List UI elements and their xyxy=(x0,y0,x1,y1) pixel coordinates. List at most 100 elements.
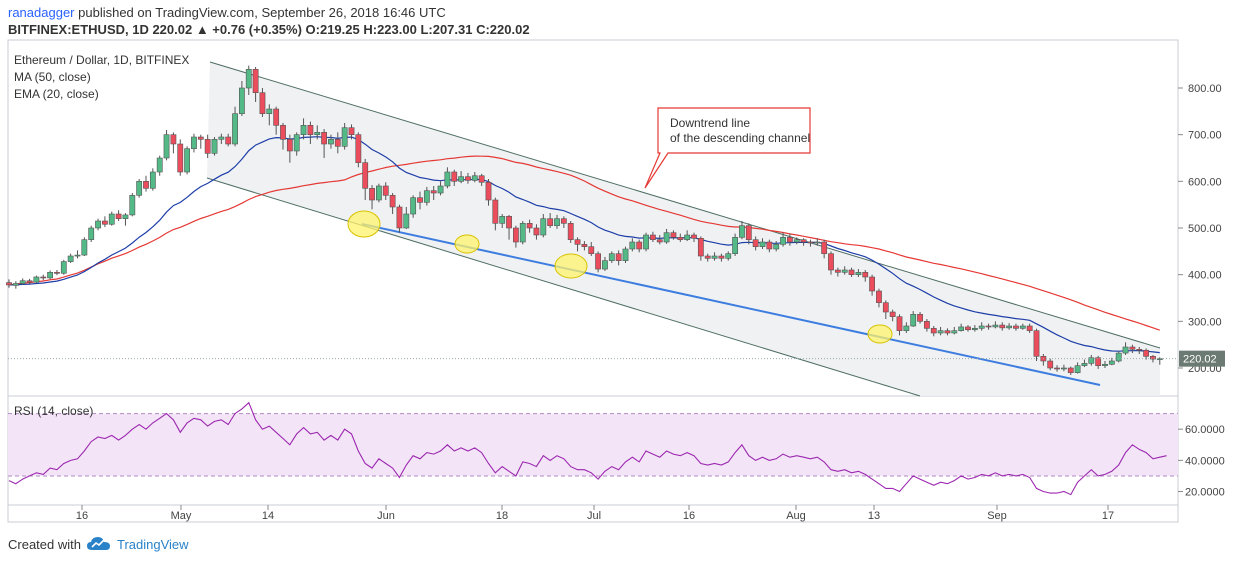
candle[interactable] xyxy=(191,133,197,153)
candle[interactable] xyxy=(54,270,60,276)
candle[interactable] xyxy=(396,204,403,233)
candle[interactable] xyxy=(643,232,649,252)
candle[interactable] xyxy=(574,237,581,252)
candle[interactable] xyxy=(1108,357,1115,366)
candle[interactable] xyxy=(1122,342,1129,355)
candle[interactable] xyxy=(122,213,129,226)
candle[interactable] xyxy=(588,242,595,256)
candle[interactable] xyxy=(985,323,992,330)
candle[interactable] xyxy=(732,233,738,256)
candle[interactable] xyxy=(321,129,327,158)
candle[interactable] xyxy=(225,133,232,147)
candle[interactable] xyxy=(540,214,547,238)
candle[interactable] xyxy=(910,311,917,327)
candle[interactable] xyxy=(896,314,903,336)
candle[interactable] xyxy=(273,106,280,135)
candle[interactable] xyxy=(876,288,882,308)
price-chart[interactable]: 800.00700.00600.00500.00400.00300.00200.… xyxy=(0,38,1240,526)
candle[interactable] xyxy=(595,251,601,273)
candle[interactable] xyxy=(711,252,718,261)
candle[interactable] xyxy=(204,134,211,158)
candle[interactable] xyxy=(478,173,485,186)
candle[interactable] xyxy=(923,319,930,332)
candle[interactable] xyxy=(800,238,807,246)
candle[interactable] xyxy=(533,224,540,240)
candle[interactable] xyxy=(245,65,252,95)
candle[interactable] xyxy=(992,321,999,329)
candle[interactable] xyxy=(382,182,389,200)
candle[interactable] xyxy=(266,104,273,126)
candle[interactable] xyxy=(149,168,156,191)
candle[interactable] xyxy=(444,167,451,189)
candle[interactable] xyxy=(129,193,136,217)
candle[interactable] xyxy=(821,239,828,259)
candle[interactable] xyxy=(1061,364,1067,372)
candle[interactable] xyxy=(677,233,684,242)
candle[interactable] xyxy=(485,179,492,206)
candle[interactable] xyxy=(1150,354,1156,363)
candle[interactable] xyxy=(430,186,437,200)
candle[interactable] xyxy=(102,216,108,228)
candle[interactable] xyxy=(1013,323,1019,331)
candle[interactable] xyxy=(622,246,629,263)
candle[interactable] xyxy=(506,214,512,240)
candle[interactable] xyxy=(1047,358,1054,371)
candle[interactable] xyxy=(766,239,773,253)
candle[interactable] xyxy=(828,251,834,275)
candle[interactable] xyxy=(560,216,567,228)
candle[interactable] xyxy=(773,241,780,252)
candle[interactable] xyxy=(232,106,238,147)
candle[interactable] xyxy=(1067,366,1074,375)
candle[interactable] xyxy=(115,210,122,221)
candle[interactable] xyxy=(1143,348,1149,360)
candle[interactable] xyxy=(95,218,101,231)
candle[interactable] xyxy=(362,158,369,200)
candle[interactable] xyxy=(184,146,190,175)
candle[interactable] xyxy=(1054,365,1060,372)
candle[interactable] xyxy=(177,139,184,176)
candle[interactable] xyxy=(855,269,862,277)
candle[interactable] xyxy=(143,175,149,192)
candle[interactable] xyxy=(1115,351,1122,363)
candle[interactable] xyxy=(81,237,88,256)
candle[interactable] xyxy=(752,236,759,251)
candle[interactable] xyxy=(834,267,841,277)
candle[interactable] xyxy=(163,130,170,161)
candle[interactable] xyxy=(471,172,478,183)
candle[interactable] xyxy=(67,253,74,263)
candle[interactable] xyxy=(33,275,40,284)
tradingview-cloud-icon[interactable] xyxy=(86,535,112,553)
candle[interactable] xyxy=(958,323,965,332)
candle[interactable] xyxy=(965,325,971,332)
candle[interactable] xyxy=(280,123,286,150)
candle[interactable] xyxy=(739,221,745,240)
candle[interactable] xyxy=(108,211,115,226)
candle[interactable] xyxy=(663,228,670,244)
candle[interactable] xyxy=(814,238,821,246)
candle[interactable] xyxy=(458,171,464,184)
candle[interactable] xyxy=(951,326,958,335)
candle[interactable] xyxy=(636,239,643,253)
candle[interactable] xyxy=(410,195,417,218)
candle[interactable] xyxy=(930,326,937,337)
candle[interactable] xyxy=(403,207,410,229)
candle[interactable] xyxy=(656,235,663,245)
candle[interactable] xyxy=(136,179,143,198)
candle[interactable] xyxy=(697,236,704,261)
candle[interactable] xyxy=(156,155,163,176)
candle[interactable] xyxy=(1102,361,1108,368)
candle[interactable] xyxy=(19,278,26,285)
candle[interactable] xyxy=(88,225,95,242)
candle[interactable] xyxy=(1026,323,1033,333)
candle[interactable] xyxy=(293,132,300,156)
candle[interactable] xyxy=(745,223,752,245)
candle[interactable] xyxy=(1129,344,1136,354)
candle[interactable] xyxy=(26,278,33,284)
author-link[interactable]: ranadagger xyxy=(8,5,75,20)
candle[interactable] xyxy=(451,169,458,186)
candle[interactable] xyxy=(341,123,348,150)
candle[interactable] xyxy=(780,232,786,247)
candle[interactable] xyxy=(917,312,923,324)
candle[interactable] xyxy=(567,221,574,243)
candle[interactable] xyxy=(944,328,951,336)
